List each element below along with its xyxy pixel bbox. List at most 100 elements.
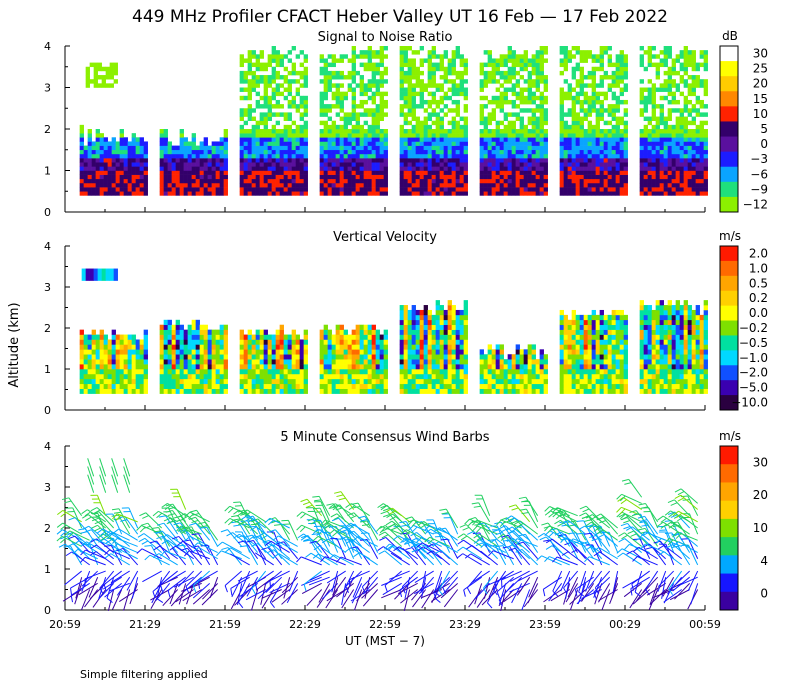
snr-cell bbox=[119, 170, 124, 175]
snr-cell bbox=[283, 182, 288, 188]
snr-cell bbox=[667, 79, 672, 84]
snr-cell bbox=[355, 178, 360, 184]
snr-cell bbox=[479, 149, 484, 155]
snr-cell bbox=[283, 158, 288, 163]
snr-cell bbox=[519, 75, 524, 80]
snr-cell bbox=[327, 141, 332, 146]
vv-cell bbox=[287, 354, 292, 360]
snr-cell bbox=[407, 141, 412, 146]
snr-cell bbox=[239, 178, 244, 184]
snr-cell bbox=[491, 112, 496, 117]
vv-cell bbox=[143, 378, 148, 385]
snr-cell bbox=[255, 120, 260, 126]
snr-cell bbox=[639, 187, 644, 192]
snr-cell bbox=[523, 66, 528, 72]
snr-cell bbox=[363, 162, 368, 167]
y-tick-label: 0 bbox=[44, 206, 51, 219]
vv-cell bbox=[171, 378, 176, 385]
vv-cell bbox=[483, 388, 488, 394]
snr-cell bbox=[283, 149, 288, 155]
snr-cell bbox=[579, 120, 584, 126]
snr-cell bbox=[603, 75, 608, 80]
snr-cell bbox=[363, 129, 368, 134]
vv-cell bbox=[331, 373, 336, 380]
snr-cell bbox=[503, 116, 508, 121]
snr-cell bbox=[427, 58, 432, 63]
vv-cell bbox=[435, 319, 440, 326]
snr-cell bbox=[439, 75, 444, 80]
snr-cell bbox=[107, 149, 112, 155]
snr-cell bbox=[571, 174, 576, 180]
vv-cell bbox=[167, 354, 172, 360]
snr-cell bbox=[347, 83, 352, 88]
snr-cell bbox=[559, 116, 564, 121]
snr-cell bbox=[571, 153, 576, 159]
snr-cell bbox=[327, 54, 332, 59]
snr-cell bbox=[367, 141, 372, 146]
vv-cell bbox=[251, 354, 256, 360]
snr-cell bbox=[371, 124, 376, 130]
snr-cell bbox=[343, 75, 348, 80]
snr-cell bbox=[383, 191, 388, 196]
vv-cell bbox=[499, 364, 504, 370]
snr-cell bbox=[663, 79, 668, 84]
snr-cell bbox=[363, 120, 368, 126]
vv-cell bbox=[427, 319, 432, 326]
snr-cell bbox=[303, 124, 308, 130]
snr-cell bbox=[335, 145, 340, 151]
snr-cell bbox=[571, 124, 576, 130]
snr-cell bbox=[591, 187, 596, 192]
vv-cell bbox=[103, 344, 108, 350]
snr-cell bbox=[423, 129, 428, 134]
vv-cell bbox=[447, 383, 452, 389]
snr-cell bbox=[703, 50, 708, 55]
snr-cell bbox=[543, 182, 548, 188]
snr-cell bbox=[511, 120, 516, 126]
snr-cell bbox=[647, 191, 652, 196]
snr-cell bbox=[299, 170, 304, 175]
snr-cell bbox=[431, 112, 436, 117]
colorbar-swatch bbox=[720, 136, 738, 153]
snr-cell bbox=[163, 174, 168, 180]
snr-cell bbox=[127, 153, 132, 159]
vv-cell bbox=[123, 349, 128, 355]
snr-cell bbox=[291, 62, 296, 68]
snr-cell bbox=[371, 174, 376, 180]
vv-cell bbox=[435, 364, 440, 370]
snr-cell bbox=[299, 137, 304, 142]
snr-cell bbox=[439, 182, 444, 188]
snr-cell bbox=[243, 187, 248, 192]
vv-cell bbox=[515, 388, 520, 394]
snr-cell bbox=[411, 104, 416, 109]
vv-cell bbox=[331, 359, 336, 365]
snr-cell bbox=[303, 178, 308, 184]
vv-cell bbox=[135, 378, 140, 385]
snr-cell bbox=[623, 178, 628, 184]
snr-cell bbox=[331, 182, 336, 188]
snr-cell bbox=[103, 182, 108, 188]
snr-cell bbox=[539, 95, 544, 101]
snr-cell bbox=[375, 145, 380, 151]
snr-cell bbox=[619, 137, 624, 142]
snr-cell bbox=[579, 187, 584, 192]
snr-cell bbox=[695, 112, 700, 117]
vv-cell bbox=[575, 354, 580, 360]
snr-cell bbox=[219, 145, 224, 151]
vv-cell bbox=[87, 364, 92, 370]
snr-cell bbox=[111, 187, 116, 192]
vv-cell bbox=[423, 344, 428, 350]
snr-cell bbox=[487, 166, 492, 171]
snr-cell bbox=[431, 70, 436, 76]
vv-cell bbox=[239, 334, 244, 340]
snr-cell bbox=[271, 141, 276, 146]
snr-cell bbox=[323, 124, 328, 130]
snr-cell bbox=[279, 54, 284, 59]
snr-cell bbox=[255, 166, 260, 171]
snr-cell bbox=[559, 166, 564, 171]
snr-cell bbox=[355, 166, 360, 171]
vv-cell bbox=[379, 344, 384, 350]
vv-cell bbox=[595, 349, 600, 355]
snr-cell bbox=[123, 158, 128, 163]
snr-cell bbox=[331, 170, 336, 175]
snr-cell bbox=[335, 104, 340, 109]
